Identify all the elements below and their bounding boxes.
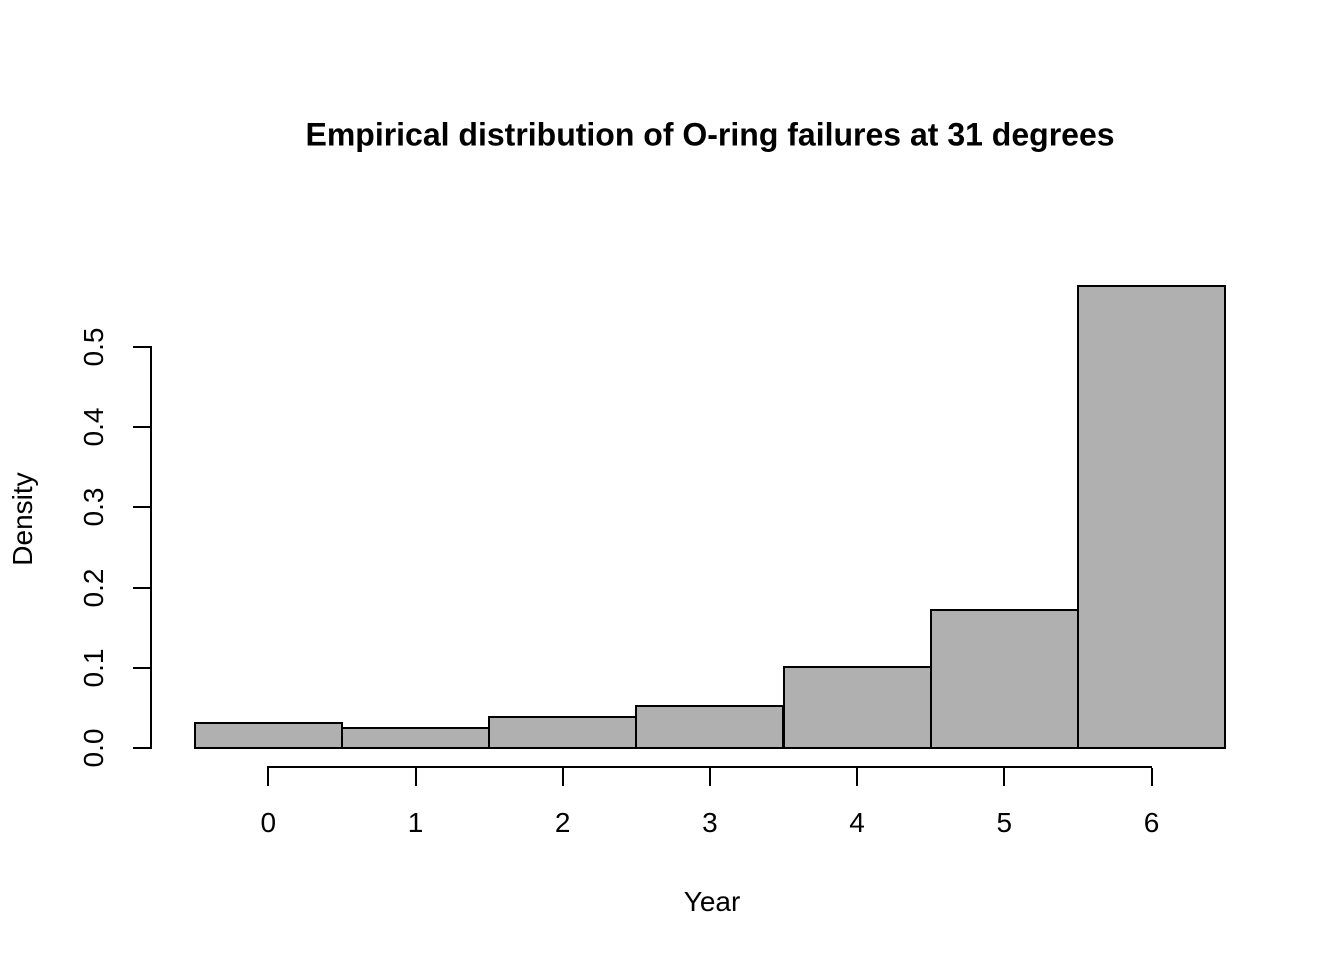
x-axis-tick — [856, 768, 859, 786]
x-axis-label: Year — [683, 886, 741, 917]
chart-title: Empirical distribution of O-ring failure… — [305, 116, 1115, 153]
y-tick-label: 0.2 — [78, 568, 109, 608]
x-tick-label: 1 — [407, 807, 424, 838]
x-axis-line — [267, 766, 1153, 768]
x-axis-tick — [414, 768, 417, 786]
y-axis-tick — [133, 506, 150, 509]
histogram-bar — [782, 666, 932, 750]
histogram-bar — [1076, 284, 1227, 750]
y-axis-tick — [133, 586, 150, 589]
y-axis-label: Density — [7, 472, 38, 566]
histogram-bar — [929, 609, 1079, 750]
y-tick-label: 0.4 — [78, 407, 109, 447]
x-tick-label: 3 — [702, 807, 718, 838]
x-tick-label: 6 — [1143, 807, 1160, 838]
y-tick-label: 0.3 — [78, 487, 109, 527]
y-tick-label: 0.1 — [78, 648, 109, 688]
x-tick-label: 2 — [554, 807, 571, 838]
histogram-bar — [635, 704, 785, 750]
y-axis-tick — [133, 426, 150, 429]
y-axis-line — [150, 345, 152, 750]
y-axis-tick — [133, 666, 150, 669]
y-tick-label: 0.0 — [78, 728, 109, 768]
y-axis-tick — [133, 345, 150, 348]
histogram-bar — [193, 721, 343, 750]
x-axis-tick — [1150, 768, 1153, 786]
x-axis-tick — [1003, 768, 1006, 786]
y-axis-tick — [133, 747, 150, 750]
x-tick-label: 5 — [996, 807, 1013, 838]
x-tick-label: 4 — [849, 807, 865, 838]
x-axis-tick — [561, 768, 564, 786]
histogram-bar — [488, 715, 638, 750]
x-axis-tick — [267, 768, 270, 786]
x-axis-tick — [708, 768, 711, 786]
y-tick-label: 0.5 — [78, 327, 109, 367]
x-tick-label: 0 — [260, 807, 277, 838]
histogram-bar — [340, 727, 491, 750]
